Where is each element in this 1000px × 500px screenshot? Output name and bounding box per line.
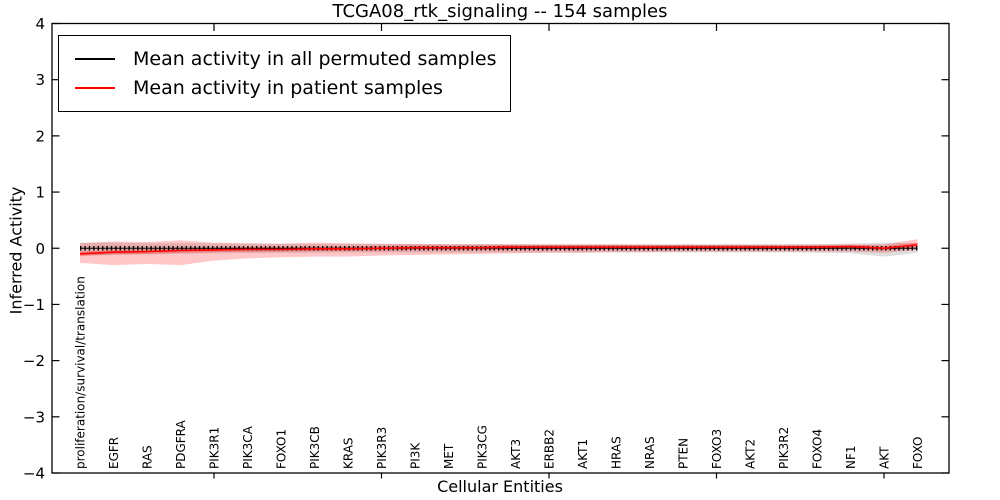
y-tick-label: −1 bbox=[23, 296, 45, 314]
x-category-label: PDGFRA bbox=[174, 419, 188, 469]
x-category-label: FOXO bbox=[911, 437, 925, 469]
x-category-label: EGFR bbox=[107, 437, 121, 469]
x-category-label: PIK3R2 bbox=[777, 427, 791, 469]
x-category-label: FOXO1 bbox=[275, 429, 289, 469]
x-category-label: AKT3 bbox=[509, 439, 523, 469]
y-tick-label: −3 bbox=[23, 408, 45, 426]
legend-row-patient: Mean activity in patient samples bbox=[69, 73, 500, 102]
legend: Mean activity in all permuted samples Me… bbox=[58, 35, 511, 112]
x-category-label: AKT bbox=[878, 446, 892, 469]
x-category-label: PIK3CA bbox=[241, 425, 255, 469]
x-category-label: ERBB2 bbox=[543, 429, 557, 469]
x-category-label: NF1 bbox=[844, 445, 858, 469]
x-axis-label: Cellular Entities bbox=[437, 477, 563, 496]
y-axis-label: Inferred Activity bbox=[6, 186, 26, 315]
x-category-label: PIK3CB bbox=[308, 426, 322, 469]
x-category-label: NRAS bbox=[643, 436, 657, 469]
patient-line-swatch-icon bbox=[75, 86, 115, 89]
x-category-label: RAS bbox=[141, 445, 155, 469]
x-category-label: FOXO4 bbox=[811, 429, 825, 469]
x-category-label: AKT1 bbox=[576, 439, 590, 469]
y-tick-label: 3 bbox=[35, 71, 45, 89]
legend-label-permuted: Mean activity in all permuted samples bbox=[133, 47, 497, 70]
x-category-label: PTEN bbox=[677, 438, 691, 469]
x-category-label: proliferation/survival/translation bbox=[74, 276, 88, 469]
legend-row-permuted: Mean activity in all permuted samples bbox=[69, 44, 500, 73]
x-category-label: KRAS bbox=[342, 437, 356, 469]
x-category-label: PIK3R1 bbox=[208, 427, 222, 469]
y-tick-label: 0 bbox=[35, 240, 45, 258]
patient-mean-line bbox=[79, 244, 918, 255]
x-category-label: FOXO3 bbox=[710, 429, 724, 469]
legend-label-patient: Mean activity in patient samples bbox=[133, 76, 443, 99]
x-category-label: MET bbox=[442, 443, 456, 469]
y-tick-label: 2 bbox=[35, 127, 45, 145]
y-tick-label: −4 bbox=[23, 465, 45, 483]
chart-title: TCGA08_rtk_signaling -- 154 samples bbox=[332, 1, 668, 22]
y-tick-label: 4 bbox=[35, 15, 45, 33]
x-category-label: PI3K bbox=[409, 442, 423, 469]
x-category-label: PIK3CG bbox=[476, 425, 490, 469]
x-category-label: AKT2 bbox=[744, 439, 758, 469]
permuted-line-swatch-icon bbox=[75, 57, 115, 60]
patient-spread-band bbox=[80, 239, 918, 266]
y-tick-label: 1 bbox=[35, 184, 45, 202]
x-category-label: PIK3R3 bbox=[375, 427, 389, 469]
x-category-label: HRAS bbox=[610, 436, 624, 469]
y-tick-label: −2 bbox=[23, 352, 45, 370]
